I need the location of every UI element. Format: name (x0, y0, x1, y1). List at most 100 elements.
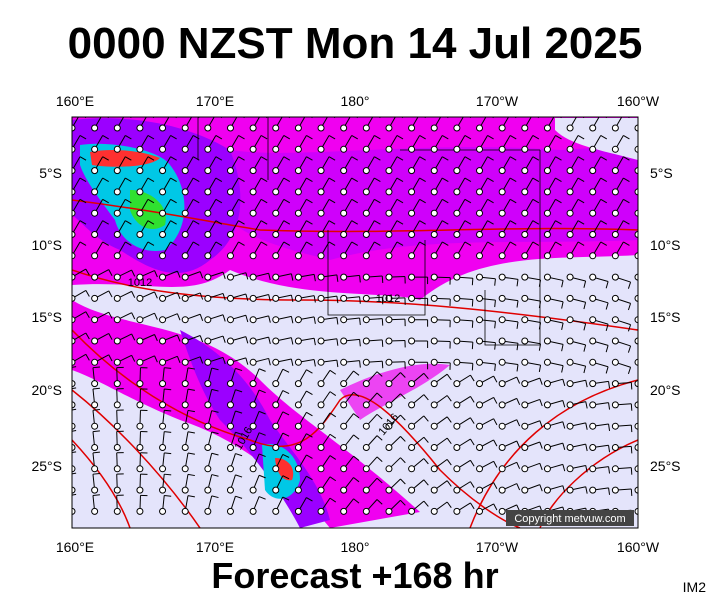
barb-feather (329, 433, 337, 439)
barb-feather (170, 220, 177, 225)
barb-station (249, 294, 257, 302)
barb-station (362, 401, 370, 409)
barb-feather (282, 475, 290, 480)
barb-station (226, 401, 234, 409)
barb-feather (423, 500, 429, 507)
barb-station (113, 145, 121, 153)
barb-station (159, 145, 167, 153)
barb-station (204, 444, 212, 451)
barb-station (204, 188, 212, 196)
barb-station (272, 401, 280, 409)
barb-feather (211, 474, 219, 477)
barb-station (453, 380, 461, 388)
barb-feather (400, 414, 406, 421)
barb-feather (441, 220, 449, 225)
barb-feather (441, 241, 449, 246)
barb-station (72, 273, 76, 281)
barb-station (498, 124, 506, 132)
barb-feather (538, 364, 542, 373)
barb-station (340, 507, 348, 515)
barb-station (408, 124, 416, 132)
barb-feather (258, 432, 266, 436)
barb-station (362, 294, 370, 302)
barb-feather (605, 323, 609, 331)
barb-station (498, 188, 506, 196)
barb-feather (283, 156, 291, 161)
barb-station (634, 422, 638, 430)
barb-feather (147, 177, 155, 182)
barb-feather (374, 241, 381, 246)
barb-station (566, 422, 574, 430)
rain-extreme (130, 190, 166, 230)
barb-feather (608, 466, 611, 474)
copyright: Copyright metvuw.com (514, 513, 625, 525)
barb-station (159, 231, 167, 238)
barb-station (589, 188, 597, 196)
lon-label: 170°W (476, 539, 519, 555)
barb-station (181, 294, 189, 302)
barb-station (498, 209, 506, 217)
barb-feather (494, 342, 496, 350)
barb-station (589, 316, 597, 324)
barb-feather (108, 354, 113, 362)
barb-station (498, 145, 506, 153)
barb-feather (328, 198, 336, 204)
barb-feather (494, 321, 496, 329)
barb-station (249, 188, 257, 196)
barb-feather (374, 156, 381, 161)
barb-station (159, 188, 167, 196)
barb-station (113, 422, 121, 430)
barb-station (476, 316, 484, 324)
barb-feather (306, 198, 313, 204)
barb-station (136, 358, 144, 366)
barb-feather (170, 156, 177, 161)
barb-feather (192, 135, 200, 140)
barb-station (249, 380, 257, 388)
barb-station (362, 444, 370, 451)
barb-station (204, 337, 212, 345)
lon-label: 180° (341, 539, 370, 555)
barb-feather (583, 280, 587, 288)
barb-station (611, 444, 619, 451)
barb-station (136, 294, 144, 302)
barb-feather (623, 220, 630, 225)
barb-feather (187, 409, 195, 413)
barb-feather (532, 156, 540, 161)
barb-station (159, 252, 167, 260)
barb-feather (72, 387, 77, 390)
barb-staff (637, 148, 638, 150)
barb-station (72, 507, 76, 515)
barb-station (272, 465, 280, 473)
barb-station (543, 188, 551, 196)
barb-station (159, 358, 167, 366)
barb-feather (353, 413, 360, 419)
barb-station (159, 486, 167, 494)
barb-station (294, 188, 302, 196)
barb-feather (245, 336, 249, 344)
barb-station (408, 252, 416, 260)
barb-feather (446, 437, 452, 445)
barb-station (294, 209, 302, 217)
barb-feather (215, 177, 223, 182)
barb-station (476, 188, 484, 196)
barb-station (181, 337, 189, 345)
barb-feather (419, 198, 426, 204)
lat-label: 25°S (31, 458, 62, 474)
barb-feather (187, 473, 195, 477)
barb-feather (646, 157, 652, 161)
barb-feather (313, 274, 316, 282)
barb-station (294, 507, 302, 515)
barb-feather (351, 135, 358, 140)
barb-feather (374, 220, 381, 225)
barb-station (589, 422, 597, 430)
barb-station (159, 273, 167, 281)
barb-station (543, 124, 551, 132)
barb-station (476, 273, 484, 281)
barb-feather (494, 300, 496, 308)
barb-feather (199, 335, 204, 343)
barb-feather (328, 220, 336, 225)
barb-station (340, 358, 348, 366)
barb-station (476, 486, 484, 494)
barb-feather (176, 313, 181, 321)
barb-station (611, 188, 619, 196)
